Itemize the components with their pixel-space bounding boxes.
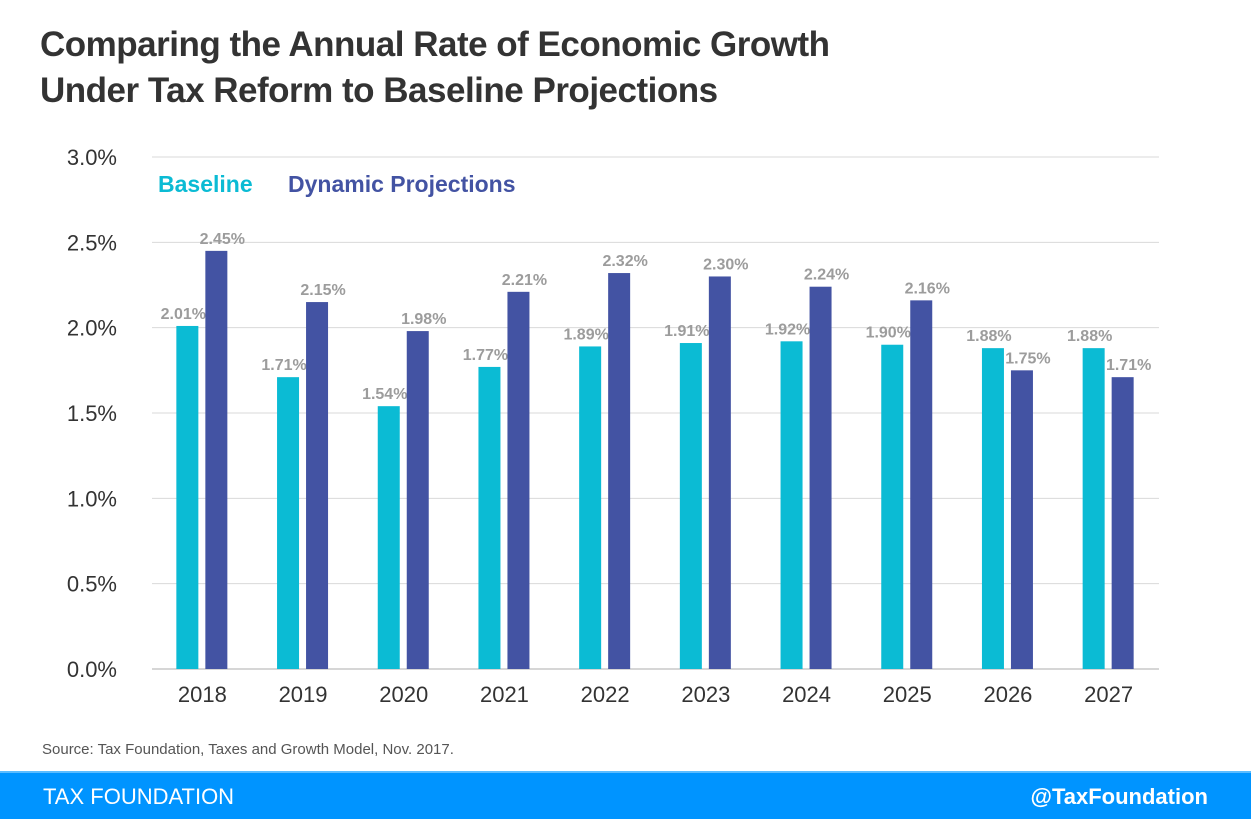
y-tick-label: 0.5% xyxy=(67,572,117,597)
data-label-dynamic: 2.21% xyxy=(502,272,547,289)
data-label-baseline: 1.88% xyxy=(1067,328,1112,345)
data-label-baseline: 1.92% xyxy=(765,321,810,338)
x-tick-label: 2025 xyxy=(883,682,932,707)
footer-brand: TAX FOUNDATION xyxy=(43,784,235,809)
bar-dynamic xyxy=(1111,377,1134,669)
data-label-dynamic: 2.15% xyxy=(300,282,345,299)
data-label-dynamic: 2.24% xyxy=(804,267,849,284)
footer-handle: @TaxFoundation xyxy=(1030,784,1208,809)
x-tick-label: 2019 xyxy=(279,682,328,707)
data-label-baseline: 1.77% xyxy=(463,347,508,364)
title-line-1: Comparing the Annual Rate of Economic Gr… xyxy=(40,25,830,64)
bar-baseline xyxy=(881,344,904,669)
data-label-baseline: 1.71% xyxy=(261,357,306,374)
data-label-baseline: 2.01% xyxy=(161,306,206,323)
data-label-dynamic: 2.16% xyxy=(905,280,950,297)
bar-baseline xyxy=(377,406,400,669)
y-tick-label: 2.0% xyxy=(67,316,117,341)
data-label-dynamic: 1.75% xyxy=(1005,350,1050,367)
data-label-dynamic: 1.71% xyxy=(1106,357,1151,374)
data-label-baseline: 1.91% xyxy=(664,323,709,340)
data-label-dynamic: 2.32% xyxy=(602,253,647,270)
y-tick-label: 1.0% xyxy=(67,486,117,511)
y-tick-label: 2.5% xyxy=(67,230,117,255)
footer-bar: TAX FOUNDATION @TaxFoundation xyxy=(0,771,1251,819)
bar-dynamic xyxy=(1010,370,1033,669)
x-tick-label: 2024 xyxy=(782,682,831,707)
bar-baseline xyxy=(679,343,702,669)
bar-baseline xyxy=(1082,348,1105,669)
bar-dynamic xyxy=(608,273,631,669)
bar-chart: 0.0% 0.5% 1.0% 1.5% 2.0% 2.5% 3.0% 2.01% 2.45% 20… xyxy=(67,145,1159,707)
bar-dynamic xyxy=(306,302,329,669)
x-tick-label: 2020 xyxy=(379,682,428,707)
data-label-baseline: 1.54% xyxy=(362,386,407,403)
y-tick-label: 1.5% xyxy=(67,401,117,426)
bar-baseline xyxy=(277,377,300,669)
bar-dynamic xyxy=(205,250,228,669)
bar-dynamic xyxy=(809,286,832,669)
bar-baseline xyxy=(176,325,199,669)
data-label-dynamic: 2.45% xyxy=(200,231,245,248)
x-tick-label: 2023 xyxy=(681,682,730,707)
y-tick-label: 3.0% xyxy=(67,145,117,170)
bar-baseline xyxy=(981,348,1004,669)
x-tick-label: 2027 xyxy=(1084,682,1133,707)
legend-baseline: Baseline xyxy=(158,171,253,197)
data-label-baseline: 1.88% xyxy=(966,328,1011,345)
x-tick-label: 2018 xyxy=(178,682,227,707)
bar-dynamic xyxy=(708,276,731,669)
bar-baseline xyxy=(579,346,602,669)
legend-dynamic: Dynamic Projections xyxy=(288,171,516,197)
x-tick-label: 2026 xyxy=(983,682,1032,707)
data-label-baseline: 1.90% xyxy=(866,325,911,342)
data-label-baseline: 1.89% xyxy=(563,326,608,343)
data-label-dynamic: 2.30% xyxy=(703,256,748,273)
bar-baseline xyxy=(478,366,501,669)
x-tick-label: 2022 xyxy=(581,682,630,707)
y-tick-label: 0.0% xyxy=(67,657,117,682)
bar-dynamic xyxy=(406,331,429,669)
x-tick-label: 2021 xyxy=(480,682,529,707)
source-note: Source: Tax Foundation, Taxes and Growth… xyxy=(42,741,454,758)
bar-dynamic xyxy=(507,291,530,669)
data-label-dynamic: 1.98% xyxy=(401,311,446,328)
bar-dynamic xyxy=(910,300,933,669)
bar-baseline xyxy=(780,341,803,669)
title-line-2: Under Tax Reform to Baseline Projections xyxy=(40,71,718,110)
chart-title: Comparing the Annual Rate of Economic Gr… xyxy=(40,22,830,114)
